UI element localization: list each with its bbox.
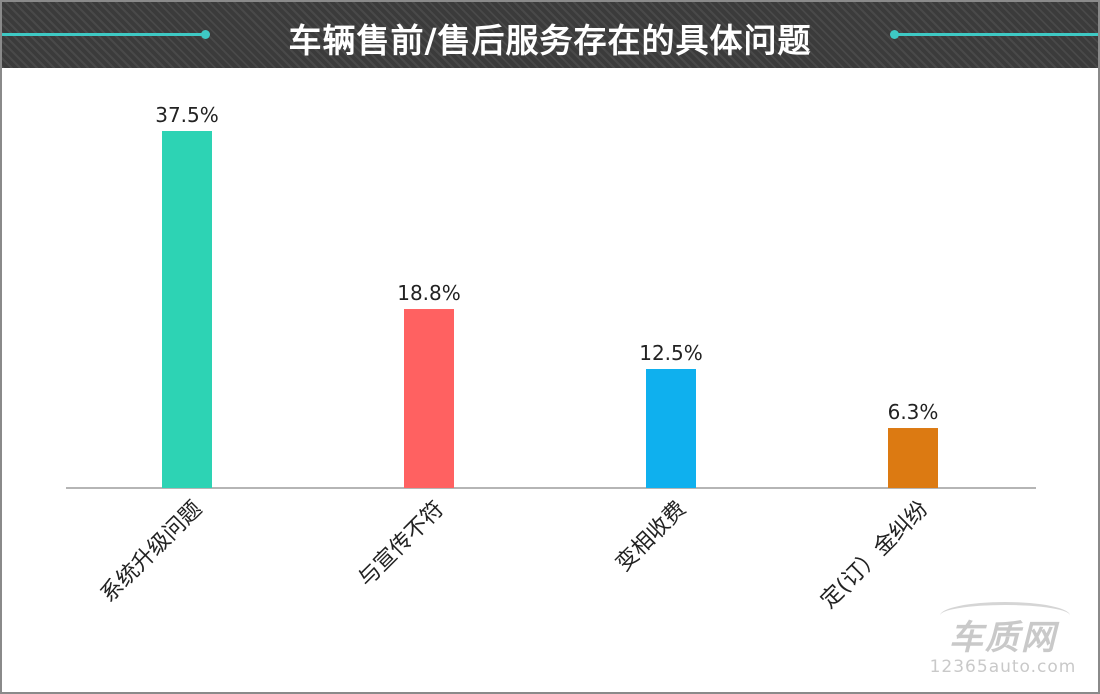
- data-label-1: 37.5%: [155, 103, 219, 127]
- title-decor-dot-left: [201, 30, 210, 39]
- data-label-2: 18.8%: [397, 281, 461, 305]
- category-label-4: 定(订）金纠纷: [816, 497, 933, 614]
- watermark: 车质网 12365auto.com: [918, 602, 1088, 677]
- watermark-url: 12365auto.com: [929, 657, 1077, 677]
- category-label-2: 与宣传不符: [354, 497, 449, 592]
- title-decor-dot-right: [890, 30, 899, 39]
- bar-4: [888, 428, 938, 488]
- title-decor-line-left: [2, 33, 205, 36]
- data-label-3: 12.5%: [639, 341, 703, 365]
- title-decor-line-right: [895, 33, 1098, 36]
- chart-title: 车辆售前/售后服务存在的具体问题: [288, 21, 812, 60]
- bar-2: [404, 309, 454, 488]
- category-label-3: 变相收费: [611, 497, 691, 577]
- data-label-4: 6.3%: [888, 400, 939, 424]
- watermark-swoosh: [940, 602, 1070, 629]
- category-label-1: 系统升级问题: [96, 497, 207, 608]
- header-bar: 车辆售前/售后服务存在的具体问题: [2, 2, 1098, 68]
- bar-3: [646, 369, 696, 488]
- bar-1: [162, 131, 212, 488]
